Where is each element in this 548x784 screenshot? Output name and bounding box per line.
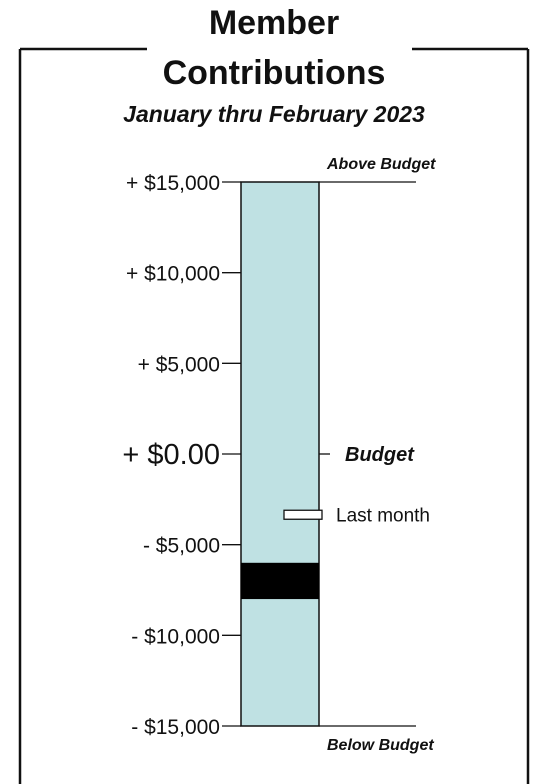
y-tick-label-5: - $10,000	[131, 625, 220, 648]
last-month-marker	[283, 509, 323, 520]
above-budget-label: Above Budget	[326, 156, 436, 173]
y-tick-label-2: + $5,000	[138, 353, 220, 376]
chart-title-line-2: Contributions	[162, 54, 386, 92]
y-axis-labels: + $15,000 + $10,000 + $5,000 + $0.00 - $5,00…	[122, 172, 220, 739]
y-tick-label-6: - $15,000	[131, 716, 220, 739]
below-budget-label: Below Budget	[327, 737, 434, 754]
chart-subtitle: January thru February 2023	[123, 101, 425, 127]
chart-title-line-1: Member	[208, 4, 340, 42]
y-tick-label-3: + $0.00	[122, 439, 220, 471]
current-value-bar	[241, 562, 319, 600]
y-tick-label-1: + $10,000	[126, 263, 220, 286]
budget-label: Budget	[345, 444, 415, 466]
y-tick-label-4: - $5,000	[143, 535, 220, 558]
last-month-label: Last month	[336, 506, 430, 527]
y-tick-label-0: + $15,000	[126, 172, 220, 195]
y-axis-ticks	[222, 181, 241, 727]
gauge-column	[240, 181, 320, 727]
